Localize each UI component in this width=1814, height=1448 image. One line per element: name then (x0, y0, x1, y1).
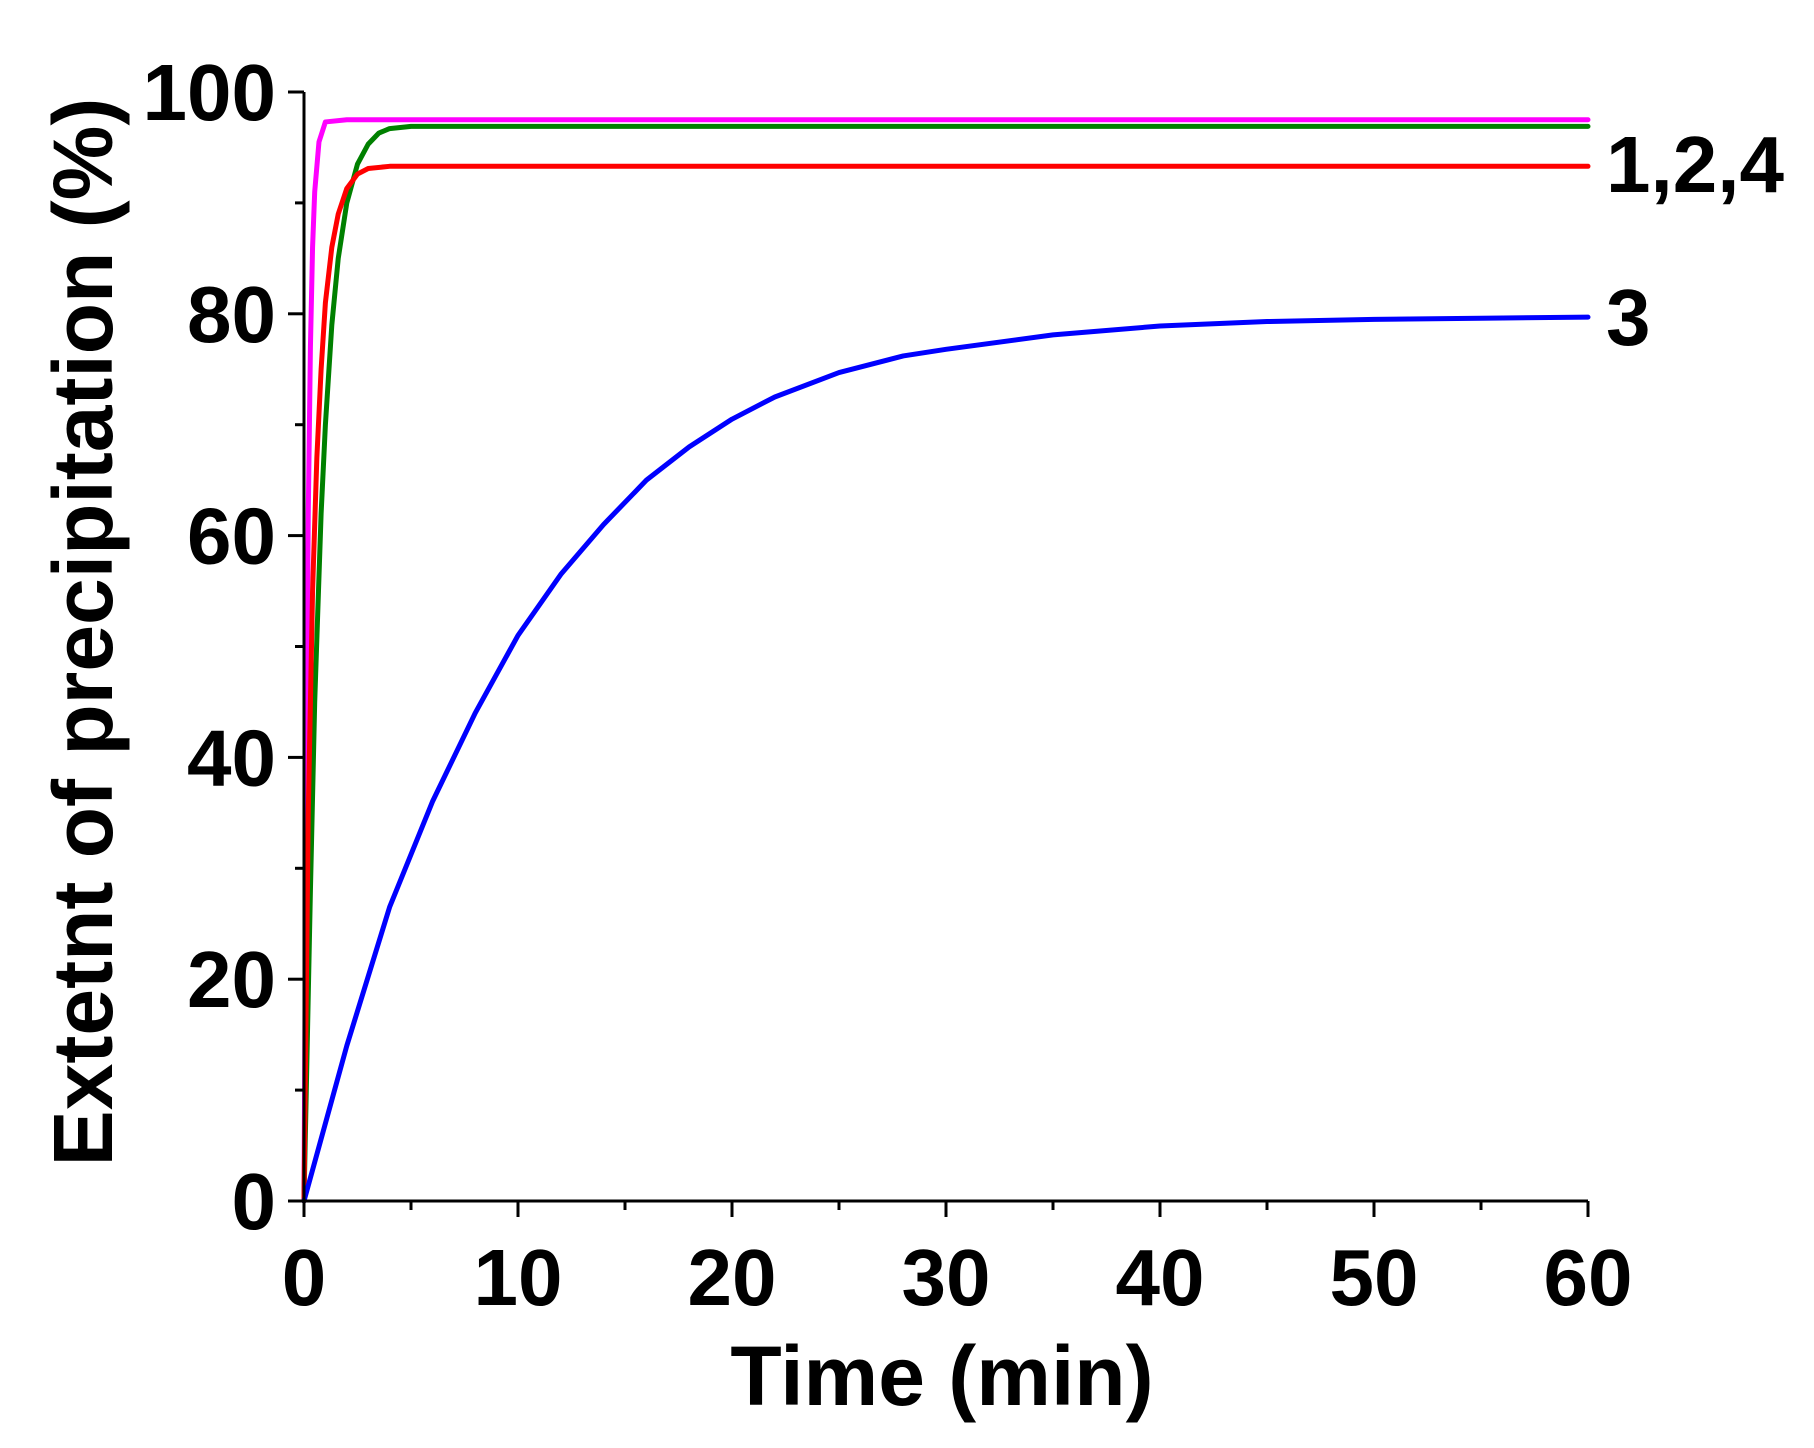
annotation-labels-group: 1,2,4 3 (1606, 120, 1784, 362)
curve-label: 3 (1606, 273, 1651, 362)
series-line-2 (301, 123, 1591, 1204)
y-axis-title: Extetnt of precipitation (%) (36, 98, 130, 1167)
curve-label: 1,2,4 (1606, 120, 1784, 209)
y-tick-label: 100 (143, 48, 276, 137)
x-tick-label: 0 (282, 1233, 327, 1322)
series-line-4 (301, 314, 1591, 1204)
x-tick-label: 60 (1544, 1233, 1633, 1322)
x-tick-label: 50 (1330, 1233, 1419, 1322)
data-series-group (301, 117, 1591, 1204)
series-line-1 (301, 117, 1591, 1204)
y-tick-label: 40 (187, 713, 276, 802)
x-tick-label: 40 (1116, 1233, 1205, 1322)
x-tick-label: 30 (902, 1233, 991, 1322)
series-line-3 (301, 163, 1591, 1204)
axes-group (302, 92, 1588, 1203)
y-tick-label: 20 (187, 935, 276, 1024)
y-tick-label: 80 (187, 270, 276, 359)
x-tick-label: 10 (474, 1233, 563, 1322)
x-axis-title: Time (min) (730, 1329, 1153, 1423)
ticks-group: 0 10 20 30 40 50 60 0 20 40 60 80 100 (143, 48, 1633, 1322)
y-tick-label: 60 (187, 492, 276, 581)
x-tick-label: 20 (688, 1233, 777, 1322)
y-tick-label: 0 (232, 1157, 277, 1246)
